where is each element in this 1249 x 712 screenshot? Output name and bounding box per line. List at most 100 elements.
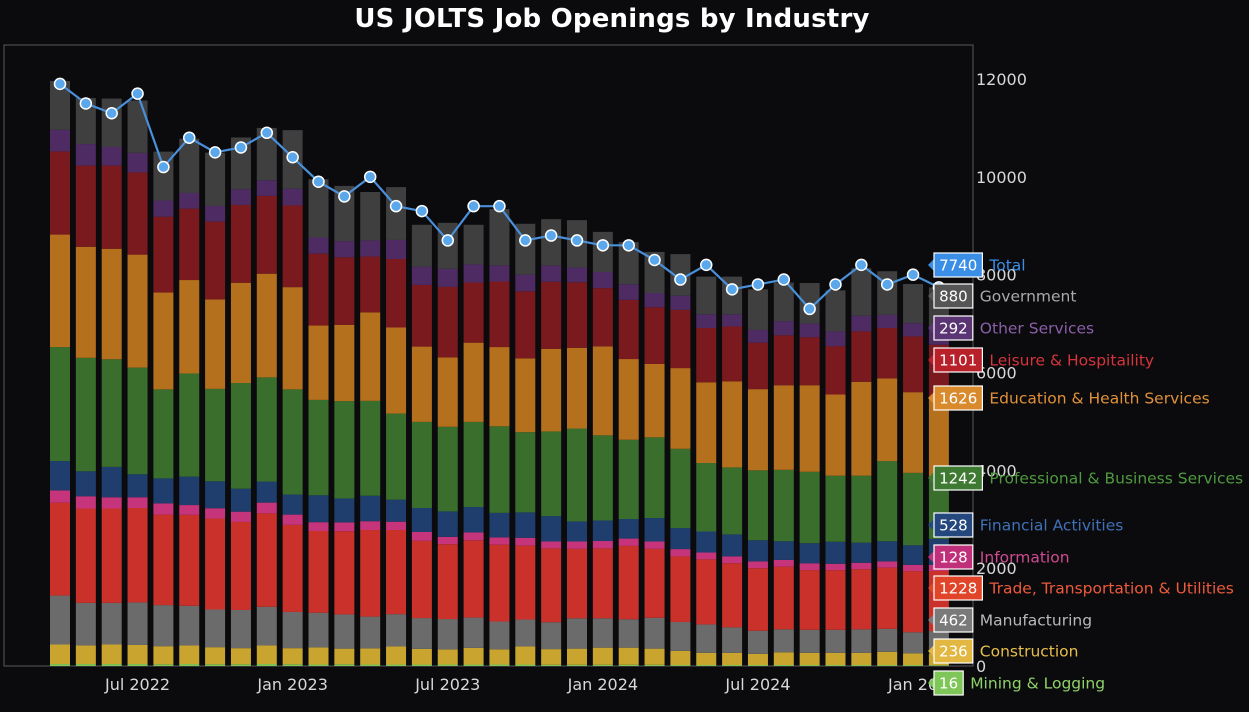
bar-financial-activities bbox=[541, 516, 562, 542]
end-label-name: Manufacturing bbox=[980, 612, 1092, 630]
total-point bbox=[234, 141, 248, 154]
total-point bbox=[674, 273, 687, 286]
bar-government bbox=[903, 284, 924, 324]
bar-professional-and-business-services bbox=[360, 400, 381, 496]
bar-financial-activities bbox=[75, 471, 96, 497]
bar-financial-activities bbox=[101, 466, 122, 498]
total-point bbox=[389, 199, 403, 213]
bar-other-services bbox=[773, 321, 794, 336]
bar-information bbox=[386, 521, 407, 531]
bar-mining-and-logging bbox=[541, 664, 562, 666]
bar-mining-and-logging bbox=[903, 665, 924, 666]
bar-construction bbox=[179, 645, 200, 665]
total-point bbox=[906, 268, 920, 281]
bar-government bbox=[825, 290, 846, 332]
bar-manufacturing bbox=[179, 605, 200, 646]
bar-information bbox=[205, 508, 226, 519]
bar-government bbox=[127, 100, 148, 153]
end-label-construction: 236 Construction bbox=[928, 638, 1079, 664]
bar-construction bbox=[773, 652, 794, 666]
bar-financial-activities bbox=[411, 507, 432, 532]
end-label-pointer bbox=[928, 677, 934, 689]
total-point bbox=[596, 239, 610, 252]
bar-construction bbox=[386, 646, 407, 665]
bar-leisure-and-hospitaility bbox=[308, 253, 329, 326]
bar-trade-transportation-and-utilities bbox=[411, 540, 432, 619]
total-point bbox=[570, 234, 584, 247]
bar-financial-activities bbox=[489, 512, 510, 538]
bar-information bbox=[618, 538, 639, 546]
bar-manufacturing bbox=[463, 617, 484, 648]
end-label-value: 236 bbox=[939, 643, 968, 661]
bar-financial-activities bbox=[230, 488, 251, 512]
y-tick-label: 6000 bbox=[976, 364, 1017, 383]
bar-professional-and-business-services bbox=[877, 461, 898, 542]
bar-education-and-health-services bbox=[903, 392, 924, 473]
end-label-name: Information bbox=[980, 549, 1070, 567]
bar-professional-and-business-services bbox=[696, 462, 717, 532]
bar-mining-and-logging bbox=[411, 664, 432, 666]
bar-manufacturing bbox=[437, 619, 458, 650]
bar-professional-and-business-services bbox=[386, 413, 407, 500]
bar-construction bbox=[463, 647, 484, 665]
bar-mining-and-logging bbox=[877, 665, 898, 666]
bar-leisure-and-hospitaility bbox=[903, 336, 924, 393]
bar-information bbox=[308, 522, 329, 531]
bar-financial-activities bbox=[127, 474, 148, 498]
bar-construction bbox=[230, 648, 251, 665]
bar-information bbox=[644, 541, 665, 549]
bar-mining-and-logging bbox=[928, 665, 949, 666]
bar-education-and-health-services bbox=[127, 254, 148, 368]
bar-information bbox=[541, 541, 562, 549]
end-label-pointer bbox=[928, 322, 934, 334]
bar-financial-activities bbox=[618, 519, 639, 539]
total-point bbox=[622, 239, 635, 252]
bar-professional-and-business-services bbox=[670, 448, 691, 529]
bar-professional-and-business-services bbox=[101, 359, 122, 467]
total-point bbox=[105, 106, 118, 120]
y-tick-label: 4000 bbox=[976, 461, 1017, 480]
total-point bbox=[544, 229, 558, 242]
bar-mining-and-logging bbox=[101, 664, 122, 666]
bar-construction bbox=[722, 652, 743, 666]
end-label-pointer bbox=[928, 354, 934, 366]
end-label-leisure-and-hospitaility: 1101 Leisure & Hospitaility bbox=[928, 347, 1154, 373]
total-point bbox=[700, 258, 713, 272]
bar-other-services bbox=[515, 274, 536, 292]
bar-information bbox=[230, 511, 251, 522]
end-label-box bbox=[933, 607, 974, 633]
bar-education-and-health-services bbox=[618, 359, 639, 440]
bar-manufacturing bbox=[386, 614, 407, 647]
bar-trade-transportation-and-utilities bbox=[877, 567, 898, 629]
bar-education-and-health-services bbox=[696, 382, 717, 463]
bar-professional-and-business-services bbox=[903, 472, 924, 546]
bar-leisure-and-hospitaility bbox=[50, 151, 70, 235]
bar-financial-activities bbox=[282, 494, 303, 515]
bar-trade-transportation-and-utilities bbox=[334, 531, 355, 615]
bar-financial-activities bbox=[644, 518, 665, 542]
bar-other-services bbox=[205, 205, 226, 222]
bar-education-and-health-services bbox=[773, 385, 794, 470]
bar-education-and-health-services bbox=[437, 357, 458, 427]
end-label-pointer bbox=[928, 259, 934, 271]
bar-trade-transportation-and-utilities bbox=[179, 514, 200, 606]
bar-mining-and-logging bbox=[747, 665, 768, 666]
end-label-pointer bbox=[928, 614, 934, 626]
end-label-pointer bbox=[928, 472, 934, 484]
bar-trade-transportation-and-utilities bbox=[644, 548, 665, 618]
bar-information bbox=[282, 514, 303, 525]
bar-other-services bbox=[256, 180, 277, 196]
bar-manufacturing bbox=[489, 621, 510, 650]
bar-construction bbox=[903, 653, 924, 666]
bar-mining-and-logging bbox=[256, 664, 277, 666]
total-point bbox=[829, 278, 842, 291]
bar-education-and-health-services bbox=[360, 312, 381, 401]
y-tick-label: 10000 bbox=[976, 168, 1027, 187]
bar-mining-and-logging bbox=[618, 664, 639, 666]
end-label-name: Other Services bbox=[980, 320, 1094, 338]
bar-professional-and-business-services bbox=[127, 367, 148, 475]
bar-government bbox=[541, 219, 562, 266]
bar-financial-activities bbox=[722, 534, 743, 557]
bar-leisure-and-hospitaility bbox=[773, 335, 794, 386]
end-label-name: Mining & Logging bbox=[970, 675, 1105, 693]
